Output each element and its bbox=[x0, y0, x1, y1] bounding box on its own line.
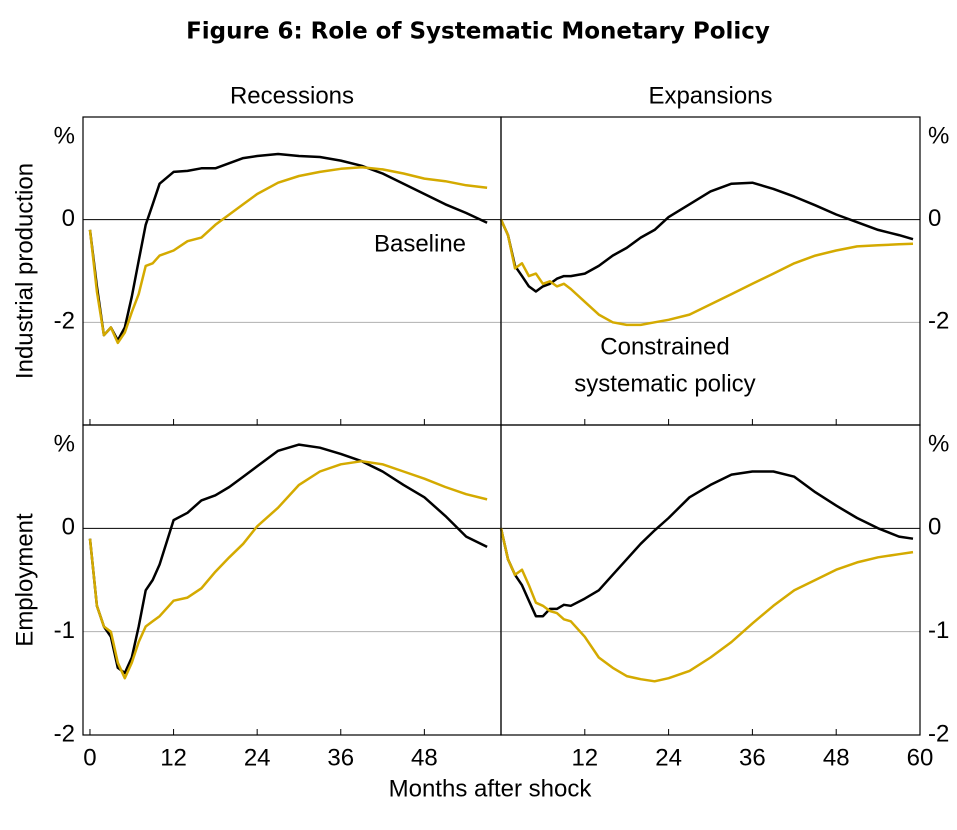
y-unit-label: % bbox=[928, 430, 949, 457]
x-tick-label: 24 bbox=[655, 744, 682, 771]
series-line bbox=[88, 459, 488, 680]
x-tick-label: 48 bbox=[411, 744, 438, 771]
y-tick-label: 0 bbox=[928, 205, 941, 232]
panel-title: Recessions bbox=[230, 82, 354, 109]
x-tick-label: 60 bbox=[907, 744, 934, 771]
annotation: Constrained bbox=[600, 333, 729, 360]
x-tick-label: 24 bbox=[244, 744, 271, 771]
series-line bbox=[499, 528, 914, 683]
annotation: Baseline bbox=[374, 230, 466, 257]
y-tick-label: -2 bbox=[54, 720, 75, 747]
y-axis-label: Industrial production bbox=[11, 163, 38, 379]
x-tick-label: 36 bbox=[739, 744, 766, 771]
series-line bbox=[499, 181, 914, 293]
y-unit-label: % bbox=[54, 122, 75, 149]
y-tick-label: -2 bbox=[928, 720, 949, 747]
x-axis-label: Months after shock bbox=[389, 775, 593, 802]
y-tick-label: -2 bbox=[928, 308, 949, 335]
chart-title: Figure 6: Role of Systematic Monetary Po… bbox=[186, 19, 770, 45]
panel-title: Expansions bbox=[648, 82, 772, 109]
series-line bbox=[499, 219, 914, 327]
panel-frame bbox=[82, 424, 502, 736]
series-line bbox=[88, 166, 488, 345]
y-axis-label: Employment bbox=[11, 513, 38, 647]
y-tick-label: -1 bbox=[928, 617, 949, 644]
panel-frame bbox=[500, 424, 921, 736]
y-tick-label: -2 bbox=[54, 308, 75, 335]
y-tick-label: -1 bbox=[54, 617, 75, 644]
x-tick-label: 12 bbox=[160, 744, 187, 771]
x-tick-label: 0 bbox=[83, 744, 96, 771]
x-tick-label: 12 bbox=[571, 744, 598, 771]
y-tick-label: 0 bbox=[928, 514, 941, 541]
y-tick-label: 0 bbox=[62, 205, 75, 232]
annotation: systematic policy bbox=[574, 370, 755, 397]
series-line bbox=[88, 152, 488, 342]
x-tick-label: 48 bbox=[823, 744, 850, 771]
series-line bbox=[499, 470, 914, 618]
y-tick-label: 0 bbox=[62, 514, 75, 541]
x-tick-label: 36 bbox=[327, 744, 354, 771]
y-unit-label: % bbox=[928, 122, 949, 149]
y-unit-label: % bbox=[54, 430, 75, 457]
